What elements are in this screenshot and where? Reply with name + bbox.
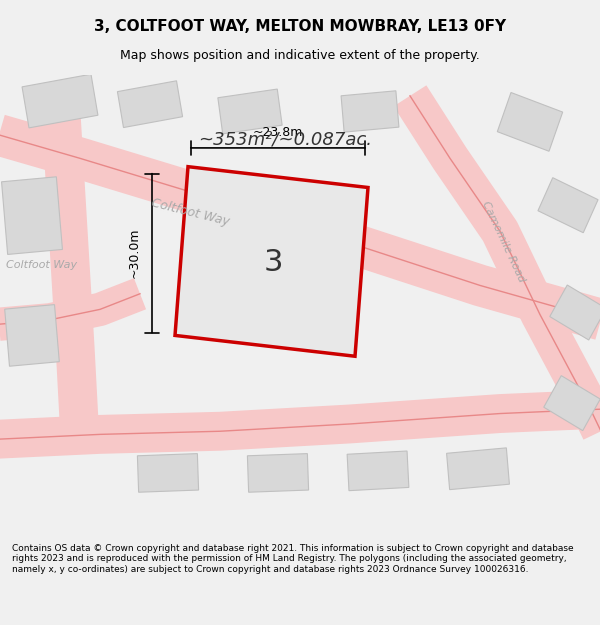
Text: Camomile Road: Camomile Road bbox=[480, 199, 526, 284]
Polygon shape bbox=[2, 177, 62, 254]
Text: ~23.8m: ~23.8m bbox=[253, 126, 303, 139]
Polygon shape bbox=[341, 91, 399, 132]
Text: Map shows position and indicative extent of the property.: Map shows position and indicative extent… bbox=[120, 49, 480, 62]
Text: ~30.0m: ~30.0m bbox=[128, 228, 140, 278]
Polygon shape bbox=[347, 451, 409, 491]
Text: Coltfoot Way: Coltfoot Way bbox=[149, 196, 230, 229]
Text: 3: 3 bbox=[263, 248, 283, 277]
Polygon shape bbox=[118, 81, 182, 128]
Polygon shape bbox=[175, 167, 368, 356]
Polygon shape bbox=[5, 304, 59, 366]
Polygon shape bbox=[497, 92, 563, 151]
Polygon shape bbox=[446, 448, 509, 489]
Polygon shape bbox=[22, 74, 98, 128]
Polygon shape bbox=[247, 454, 308, 493]
Polygon shape bbox=[137, 454, 199, 493]
Polygon shape bbox=[538, 177, 598, 232]
Polygon shape bbox=[218, 89, 282, 134]
Polygon shape bbox=[544, 376, 600, 431]
Text: 3, COLTFOOT WAY, MELTON MOWBRAY, LE13 0FY: 3, COLTFOOT WAY, MELTON MOWBRAY, LE13 0F… bbox=[94, 19, 506, 34]
Text: Coltfoot Way: Coltfoot Way bbox=[7, 259, 77, 269]
Text: ~353m²/~0.087ac.: ~353m²/~0.087ac. bbox=[198, 131, 372, 149]
Text: Contains OS data © Crown copyright and database right 2021. This information is : Contains OS data © Crown copyright and d… bbox=[12, 544, 574, 574]
Polygon shape bbox=[550, 285, 600, 340]
